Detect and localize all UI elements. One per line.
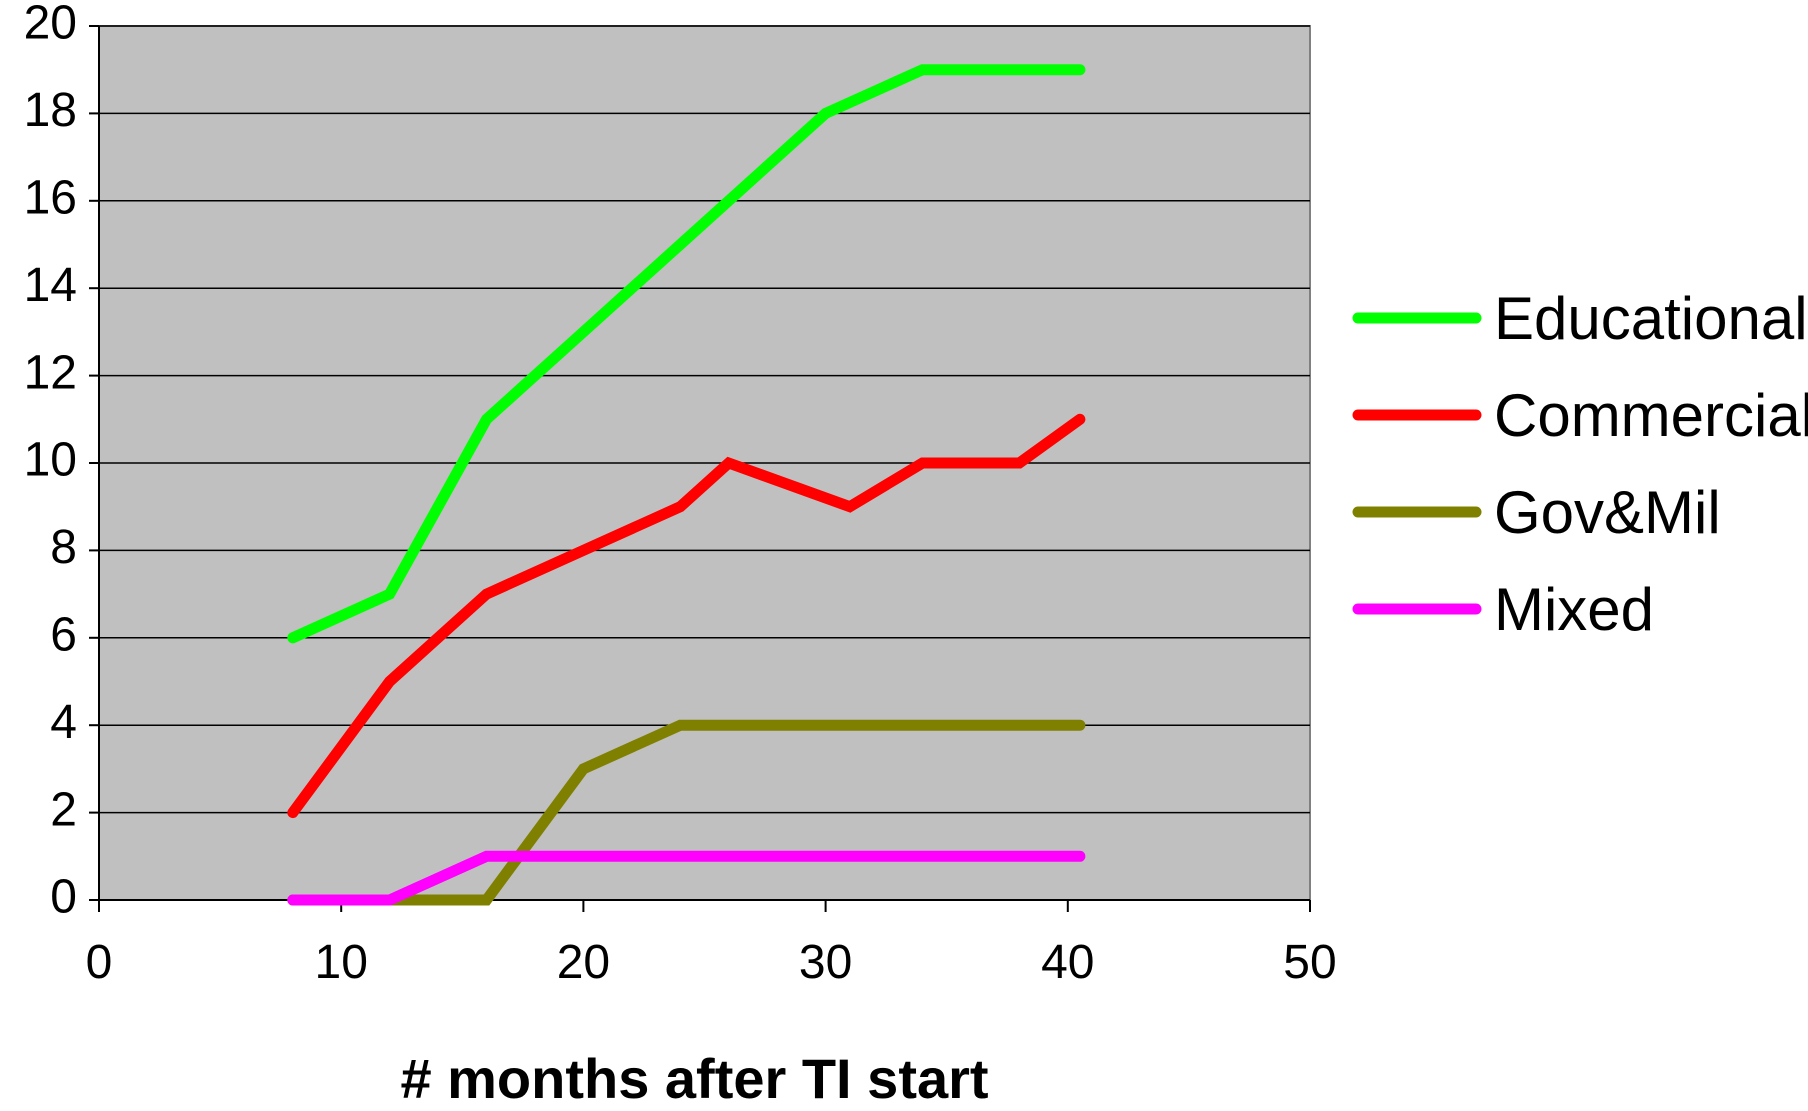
y-tick-label: 6 [50, 608, 77, 661]
y-tick-label: 0 [50, 871, 77, 924]
x-tick-label: 40 [1041, 936, 1094, 989]
legend-label-gov-mil: Gov&Mil [1494, 479, 1721, 546]
y-tick-label: 8 [50, 521, 77, 574]
y-tick-label: 20 [24, 0, 77, 50]
legend-label-educational: Educational [1494, 285, 1808, 352]
y-tick-label: 16 [24, 171, 77, 224]
y-tick-label: 2 [50, 783, 77, 836]
legend-label-commercial: Commercial [1494, 382, 1808, 449]
x-tick-label: 50 [1283, 936, 1336, 989]
y-tick-label: 18 [24, 84, 77, 137]
y-tick-label: 10 [24, 434, 77, 487]
x-tick-label: 30 [799, 936, 852, 989]
legend-label-mixed: Mixed [1494, 576, 1654, 643]
y-tick-label: 14 [24, 259, 77, 312]
x-tick-label: 20 [557, 936, 610, 989]
y-tick-label: 12 [24, 346, 77, 399]
x-tick-label: 0 [86, 936, 113, 989]
legend: Educational Commercial Gov&Mil Mixed [1358, 285, 1808, 643]
y-tick-label: 4 [50, 696, 77, 749]
x-axis-label: # months after TI start [400, 1047, 988, 1110]
x-tick-label: 10 [315, 936, 368, 989]
